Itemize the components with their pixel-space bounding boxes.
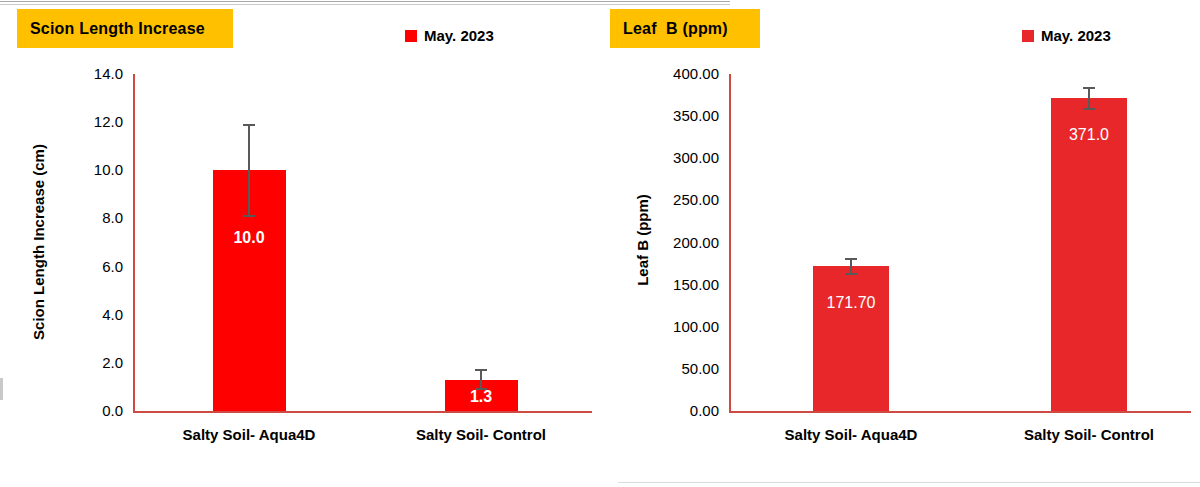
leaf-b-chart: Leaf B (ppm) May. 2023 Leaf B (ppm) 400.… <box>600 0 1200 487</box>
y-tick-label: 350.00 <box>600 107 719 125</box>
legend-label: May. 2023 <box>424 27 494 44</box>
legend: May. 2023 <box>1022 27 1111 44</box>
bar-data-label: 1.3 <box>445 388 518 406</box>
error-bar-cap <box>243 215 255 217</box>
chart-title: Leaf B (ppm) <box>610 9 760 48</box>
y-tick-label: 10.0 <box>0 161 123 179</box>
y-axis-line <box>133 74 135 411</box>
error-bar-cap <box>1083 108 1095 110</box>
scion-length-chart: Scion Length Increase May. 2023 Scion Le… <box>0 0 600 487</box>
x-axis-line <box>729 411 1191 413</box>
y-tick-label: 50.00 <box>600 360 719 378</box>
legend-swatch-icon <box>405 30 417 42</box>
error-bar-cap <box>845 273 857 275</box>
legend: May. 2023 <box>405 27 494 44</box>
y-tick-label: 300.00 <box>600 149 719 167</box>
y-tick-label: 2.0 <box>0 354 123 372</box>
y-tick-label: 0.0 <box>0 402 123 420</box>
error-bar-cap <box>1083 87 1095 89</box>
bar <box>1051 98 1127 411</box>
x-category-label: Salty Soil- Control <box>416 426 546 443</box>
y-tick-label: 14.0 <box>0 65 123 83</box>
x-axis-line <box>133 411 592 413</box>
bar-data-label: 10.0 <box>213 229 286 247</box>
error-bar-cap <box>243 124 255 126</box>
bar-data-label: 171.70 <box>813 294 889 312</box>
bar <box>813 266 889 411</box>
legend-swatch-icon <box>1022 30 1034 42</box>
y-axis-line <box>729 74 731 411</box>
x-category-label: Salty Soil- Aqua4D <box>785 426 918 443</box>
error-bar-line <box>1088 88 1090 108</box>
y-tick-label: 6.0 <box>0 258 123 276</box>
y-tick-label: 8.0 <box>0 209 123 227</box>
x-category-label: Salty Soil- Aqua4D <box>183 426 316 443</box>
error-bar-cap <box>475 369 487 371</box>
error-bar-line <box>480 370 482 389</box>
y-tick-label: 150.00 <box>600 276 719 294</box>
y-tick-label: 250.00 <box>600 191 719 209</box>
x-category-label: Salty Soil- Control <box>1024 426 1154 443</box>
y-tick-label: 4.0 <box>0 306 123 324</box>
y-tick-label: 200.00 <box>600 234 719 252</box>
y-tick-label: 400.00 <box>600 65 719 83</box>
legend-label: May. 2023 <box>1041 27 1111 44</box>
y-tick-label: 12.0 <box>0 113 123 131</box>
error-bar-line <box>248 125 250 216</box>
error-bar-line <box>850 259 852 274</box>
y-tick-label: 100.00 <box>600 318 719 336</box>
error-bar-cap <box>845 258 857 260</box>
bar-data-label: 371.0 <box>1051 126 1127 144</box>
y-tick-label: 0.00 <box>600 402 719 420</box>
chart-title: Scion Length Increase <box>17 9 233 48</box>
